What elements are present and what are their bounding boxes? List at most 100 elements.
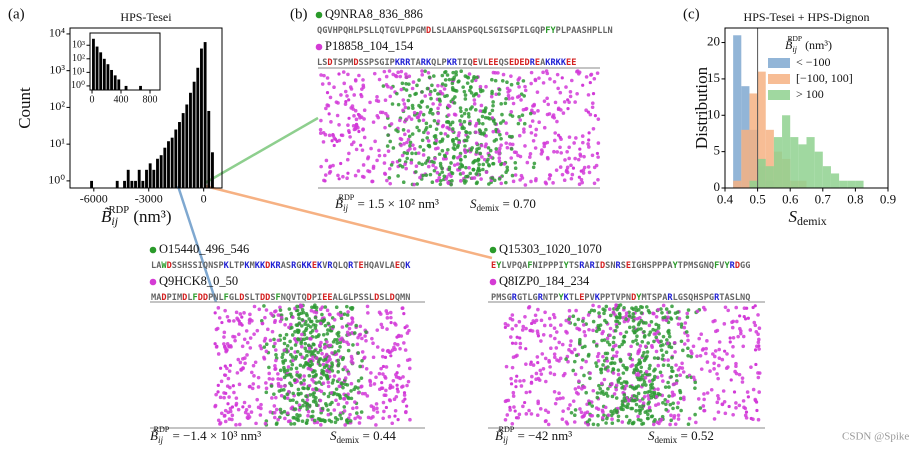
bead bbox=[634, 409, 638, 413]
bead bbox=[484, 134, 488, 138]
protein-dot bbox=[489, 246, 497, 254]
bead bbox=[608, 333, 612, 338]
bead bbox=[614, 315, 619, 319]
bead bbox=[425, 86, 430, 91]
bead bbox=[590, 404, 595, 408]
bead bbox=[358, 364, 362, 369]
bead bbox=[412, 182, 416, 187]
bead bbox=[578, 147, 582, 151]
bead bbox=[549, 346, 553, 351]
bead bbox=[325, 91, 330, 95]
bead bbox=[616, 380, 621, 384]
bead bbox=[594, 361, 598, 365]
bead bbox=[468, 131, 472, 135]
bead bbox=[569, 176, 574, 181]
b-annotation: B̃ijRDP = −1.4 × 10³ nm³ bbox=[150, 425, 261, 445]
bead bbox=[428, 108, 433, 112]
bead bbox=[608, 313, 613, 318]
bead bbox=[425, 136, 430, 140]
bead bbox=[572, 420, 577, 424]
bead bbox=[247, 321, 252, 325]
bead bbox=[368, 100, 372, 105]
bead bbox=[259, 406, 263, 411]
bead bbox=[438, 182, 443, 187]
bead bbox=[652, 394, 656, 399]
bead bbox=[424, 173, 429, 177]
bead bbox=[338, 337, 343, 342]
bead bbox=[408, 143, 412, 148]
bead bbox=[348, 85, 353, 89]
bead bbox=[361, 127, 365, 132]
y-tick-label: 10⁴ bbox=[49, 26, 65, 40]
bead bbox=[618, 315, 622, 319]
bead bbox=[555, 397, 559, 401]
bead bbox=[604, 320, 609, 325]
bead bbox=[642, 380, 647, 384]
bead bbox=[531, 319, 536, 323]
bead bbox=[384, 405, 388, 410]
bead bbox=[273, 367, 277, 371]
bead bbox=[314, 387, 319, 392]
bead bbox=[540, 149, 545, 154]
bead bbox=[537, 120, 541, 124]
bead bbox=[734, 364, 738, 369]
bead bbox=[518, 118, 523, 122]
bead bbox=[530, 108, 534, 113]
bead bbox=[362, 355, 367, 360]
bead bbox=[214, 327, 219, 332]
bead bbox=[672, 414, 677, 418]
bead bbox=[554, 346, 559, 350]
bar bbox=[181, 113, 185, 188]
bead bbox=[650, 414, 655, 418]
bead bbox=[373, 139, 377, 144]
bead bbox=[360, 87, 364, 91]
bead bbox=[365, 394, 370, 398]
bead bbox=[343, 102, 348, 106]
bar bbox=[741, 129, 750, 188]
bead bbox=[274, 422, 279, 427]
bead bbox=[326, 384, 331, 389]
legend-swatch bbox=[768, 74, 790, 84]
bead bbox=[645, 350, 650, 354]
bead bbox=[245, 353, 249, 357]
bead bbox=[605, 340, 610, 344]
bead bbox=[513, 379, 518, 383]
bead bbox=[252, 374, 256, 378]
bead bbox=[323, 132, 328, 137]
bead bbox=[347, 98, 351, 102]
bead bbox=[339, 416, 344, 421]
bead bbox=[447, 127, 452, 131]
bead bbox=[398, 118, 402, 123]
bead bbox=[249, 370, 254, 375]
bead bbox=[299, 380, 303, 385]
bead bbox=[372, 382, 377, 386]
bead bbox=[233, 338, 237, 343]
bead bbox=[234, 423, 238, 427]
bead bbox=[404, 75, 408, 80]
bead bbox=[481, 121, 485, 126]
snapshot bbox=[503, 303, 762, 427]
bead bbox=[468, 88, 472, 93]
bead bbox=[287, 307, 292, 311]
bead bbox=[426, 164, 431, 169]
bead bbox=[278, 319, 283, 324]
bead bbox=[349, 106, 353, 110]
bead bbox=[499, 102, 503, 106]
bead bbox=[596, 155, 600, 159]
bead bbox=[649, 393, 653, 397]
bead bbox=[517, 115, 521, 119]
bead bbox=[641, 321, 646, 325]
protein-dot bbox=[149, 246, 157, 254]
bead bbox=[462, 178, 466, 183]
bead bbox=[353, 108, 358, 113]
bead bbox=[518, 336, 522, 340]
bead bbox=[536, 109, 540, 113]
bead bbox=[452, 142, 457, 147]
bead bbox=[314, 395, 318, 400]
bead bbox=[576, 157, 581, 162]
bead bbox=[326, 321, 331, 326]
label-sup: RDP bbox=[339, 193, 355, 202]
bead bbox=[344, 100, 348, 104]
bead bbox=[294, 366, 299, 371]
bead bbox=[388, 181, 393, 186]
